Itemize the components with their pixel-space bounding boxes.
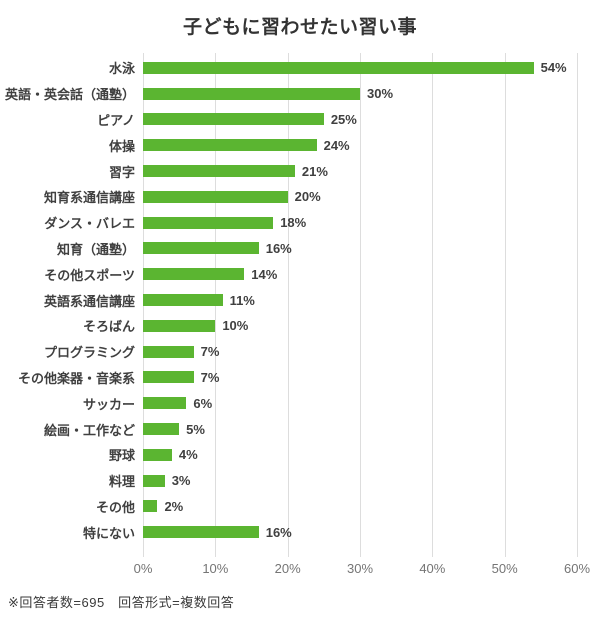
- category-label: その他楽器・音楽系: [17, 370, 135, 386]
- bar: [143, 423, 180, 436]
- category-label: その他スポーツ: [44, 267, 135, 283]
- category-label: 英語系通信講座: [43, 293, 135, 309]
- value-label: 16%: [265, 240, 292, 256]
- x-tick-label: 20%: [274, 561, 301, 576]
- category-label: 野球: [108, 448, 135, 464]
- gridline: [504, 53, 506, 557]
- bar-row: 料理 3%: [109, 468, 577, 494]
- bar-row: 習字 21%: [109, 158, 577, 184]
- value-label: 6%: [193, 395, 213, 411]
- x-tick-label: 50%: [491, 561, 518, 576]
- value-label: 16%: [265, 524, 292, 540]
- category-label: 水泳: [108, 61, 135, 77]
- bar-row: そろばん 10%: [83, 313, 577, 339]
- bar: [143, 345, 194, 358]
- bar-row: ダンス・バレエ 18%: [44, 210, 577, 236]
- value-label: 5%: [186, 421, 205, 437]
- value-label: 24%: [323, 137, 350, 153]
- bar-row: 水泳 54%: [109, 55, 577, 81]
- category-label: 習字: [108, 164, 135, 180]
- bar-row: 英語系通信講座 11%: [44, 287, 577, 313]
- bar: [143, 294, 223, 307]
- bar-row: ピアノ 25%: [97, 107, 577, 133]
- value-label: 3%: [171, 473, 191, 489]
- footnote: ※回答者数=695 回答形式=複数回答: [8, 595, 235, 610]
- bar-row: 特にない 16%: [83, 519, 577, 545]
- value-label: 21%: [301, 163, 328, 179]
- x-tick-label: 60%: [563, 561, 591, 576]
- bar-row: 絵画・工作など 5%: [44, 416, 577, 442]
- category-label: ダンス・バレエ: [44, 216, 135, 232]
- x-tick-label: 10%: [202, 561, 229, 576]
- gridline: [360, 53, 361, 557]
- category-label: ピアノ: [97, 112, 135, 128]
- gridline: [432, 53, 434, 557]
- bar: [143, 474, 165, 487]
- value-label: 2%: [164, 498, 184, 514]
- x-tick-label: 0%: [133, 561, 153, 576]
- bar: [143, 242, 259, 255]
- x-tick-label: 30%: [346, 561, 374, 576]
- bar: [143, 526, 259, 539]
- category-label: 体操: [108, 138, 135, 154]
- value-label: 7%: [200, 344, 220, 360]
- bar: [143, 139, 317, 152]
- category-label: 知育系通信講座: [43, 190, 135, 206]
- gridline: [287, 53, 289, 557]
- category-label: 絵画・工作など: [43, 422, 135, 438]
- bar: [143, 500, 158, 513]
- bar-row: サッカー 6%: [83, 390, 577, 416]
- value-label: 25%: [330, 111, 357, 127]
- bar: [143, 61, 534, 74]
- bar: [143, 268, 245, 281]
- bar-row: その他 2%: [96, 494, 577, 520]
- plot-area: 水泳 54% 英語・英会話（通塾） 30% ピアノ 25% 体操 24% 習字 21% 知育系通信講…: [5, 53, 578, 557]
- gridline: [577, 53, 578, 557]
- category-label: 英語・英会話（通塾）: [4, 87, 135, 103]
- value-label: 11%: [229, 292, 255, 308]
- chart-title: 子どもに習わせたい習い事: [182, 17, 417, 38]
- x-tick-label: 40%: [419, 561, 446, 576]
- bar-row: その他スポーツ 14%: [44, 261, 577, 287]
- bar-row: その他楽器・音楽系 7%: [18, 365, 577, 391]
- value-label: 20%: [294, 189, 321, 205]
- value-label: 7%: [200, 369, 220, 385]
- bar: [143, 397, 187, 410]
- category-label: その他: [95, 499, 135, 515]
- bar: [143, 165, 295, 178]
- bar-row: 英語・英会話（通塾） 30%: [5, 81, 577, 107]
- bar-rows: 水泳 54% 英語・英会話（通塾） 30% ピアノ 25% 体操 24% 習字 21% 知育系通信講…: [5, 55, 577, 545]
- bar-row: プログラミング 7%: [44, 339, 577, 365]
- category-label: 特にない: [82, 525, 135, 541]
- category-label: 料理: [108, 474, 135, 490]
- bar: [143, 216, 274, 229]
- value-label: 18%: [280, 215, 307, 231]
- category-label: プログラミング: [43, 345, 135, 361]
- bar-row: 野球 4%: [109, 442, 577, 468]
- value-label: 4%: [178, 447, 198, 463]
- category-label: そろばん: [82, 319, 135, 335]
- x-axis: 0% 10% 20% 30% 40% 50% 60%: [134, 561, 590, 579]
- value-label: 14%: [251, 266, 278, 282]
- bar: [143, 113, 324, 126]
- bar: [143, 319, 216, 332]
- bar-row: 知育（通塾） 16%: [57, 236, 577, 262]
- category-label: 知育（通塾）: [56, 241, 135, 257]
- bar-row: 体操 24%: [109, 132, 577, 158]
- bar: [143, 448, 172, 461]
- bar: [143, 190, 288, 203]
- category-label: サッカー: [82, 396, 135, 412]
- value-label: 30%: [367, 86, 394, 102]
- value-label: 54%: [540, 60, 567, 76]
- value-label: 10%: [222, 318, 249, 334]
- bar: [143, 87, 360, 100]
- bar-row: 知育系通信講座 20%: [44, 184, 577, 210]
- bar: [143, 371, 194, 384]
